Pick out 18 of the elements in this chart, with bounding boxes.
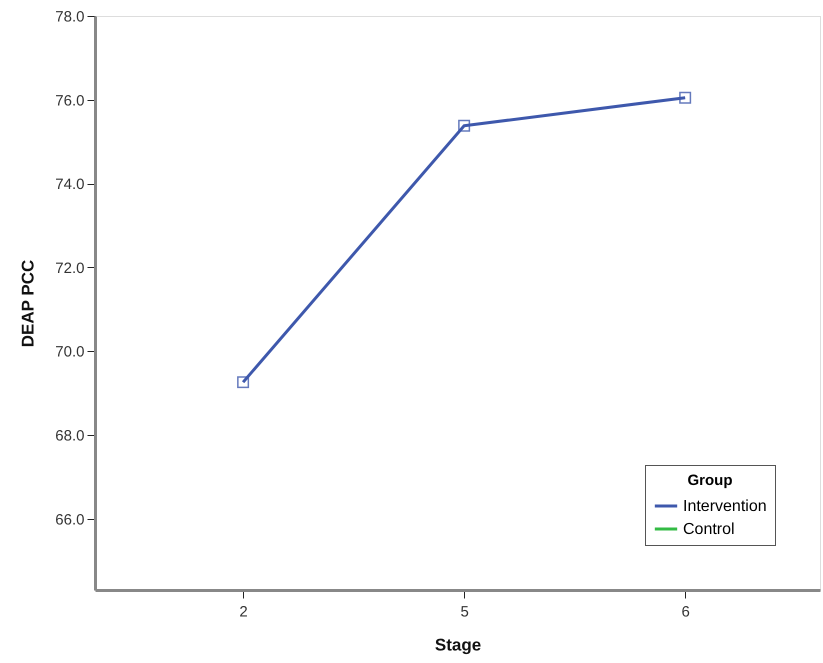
y-tick-label: 68.0 (55, 427, 84, 444)
point (679, 92, 692, 104)
x-tick-label: 6 (681, 604, 690, 620)
y-tick-label: 66.0 (55, 511, 84, 528)
legend-title: Group (688, 472, 732, 489)
x-tick-label: 2 (239, 604, 248, 620)
y-tick-label: 76.0 (55, 92, 84, 110)
y-tick-label: 72.0 (55, 260, 84, 277)
legend-label: Control (683, 521, 735, 538)
y-tick-label: 70.0 (55, 344, 84, 361)
point (458, 120, 470, 132)
legend-label: Intervention (683, 498, 767, 515)
x-tick-label: 5 (460, 604, 469, 620)
x-axis-title: Stage (434, 636, 482, 654)
point (237, 376, 250, 388)
y-axis-title: DEAP PCC (18, 260, 38, 348)
y-tick-label: 78.0 (55, 8, 84, 26)
y-tick-label: 74.0 (55, 176, 84, 194)
